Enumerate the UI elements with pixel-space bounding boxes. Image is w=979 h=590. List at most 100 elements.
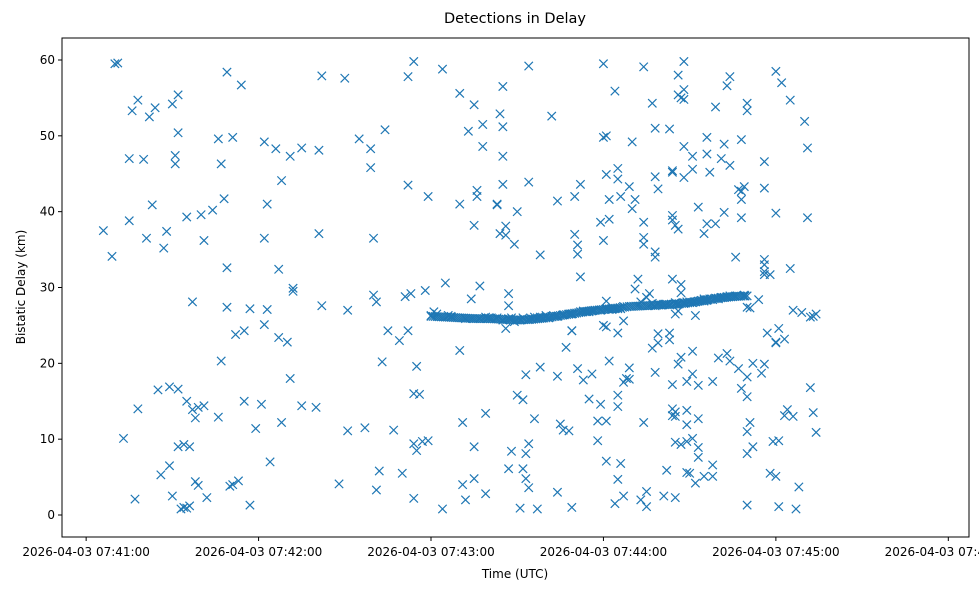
detection-point — [673, 359, 683, 369]
track-point — [740, 291, 750, 301]
detection-point — [360, 423, 370, 433]
detection-point — [138, 154, 149, 164]
detection-point — [774, 436, 784, 446]
detection-point — [251, 423, 261, 434]
x-axis-ticks: 2026-04-03 07:41:00 2026-04-03 07:42:00 20… — [22, 537, 979, 559]
detection-point — [498, 122, 508, 132]
detection-point — [739, 182, 749, 192]
detection-point — [785, 263, 795, 274]
detection-point — [317, 301, 327, 311]
detection-point — [199, 401, 209, 411]
detection-point — [547, 111, 557, 121]
detection-point — [334, 479, 344, 489]
detection-point — [271, 144, 281, 154]
detection-point — [693, 414, 703, 424]
detection-point — [811, 427, 821, 437]
detection-point — [639, 232, 649, 243]
chart-title: Detections in Delay — [444, 11, 586, 27]
detection-point — [693, 452, 703, 462]
detection-point — [371, 297, 382, 307]
detection-point — [725, 356, 735, 366]
detection-point — [702, 132, 712, 142]
detection-point — [368, 233, 379, 243]
detection-point — [765, 269, 775, 280]
detection-point — [236, 80, 246, 90]
detection-point — [745, 303, 755, 313]
detection-point — [495, 109, 505, 119]
detection-point — [650, 172, 660, 182]
detection-point — [682, 420, 692, 430]
detection-point — [164, 461, 175, 471]
detection-point — [469, 220, 479, 230]
detection-point — [501, 230, 511, 240]
detection-point — [503, 301, 514, 311]
detection-point — [503, 464, 514, 474]
detection-point — [805, 382, 815, 393]
detection-point — [616, 191, 626, 202]
detection-point — [285, 373, 295, 384]
y-tick-label: 40 — [40, 205, 55, 219]
detection-point — [182, 396, 192, 406]
detection-point — [233, 476, 244, 486]
detection-point — [406, 288, 416, 299]
detection-point — [552, 196, 563, 206]
x-tick-label: 2026-04-03 07:42:00 — [195, 545, 322, 559]
detection-point — [314, 145, 324, 155]
detection-point — [414, 389, 425, 400]
detection-point — [624, 363, 634, 373]
detection-point — [245, 500, 255, 510]
detection-point — [118, 433, 129, 444]
detection-point — [156, 470, 166, 480]
detection-point — [690, 478, 701, 488]
detection-point — [184, 442, 195, 452]
detection-point — [748, 358, 758, 368]
detection-point — [207, 205, 218, 215]
detection-point — [472, 185, 482, 196]
detection-point — [127, 106, 137, 116]
detection-point — [173, 442, 183, 452]
detection-point — [199, 235, 209, 246]
detection-point — [213, 134, 223, 144]
detection-point — [687, 164, 698, 174]
detection-point — [593, 416, 603, 426]
detection-point — [144, 112, 154, 122]
detection-point — [555, 419, 565, 429]
detection-point — [133, 404, 143, 414]
y-tick-label: 30 — [40, 281, 55, 295]
detection-point — [130, 494, 140, 504]
detection-point — [682, 376, 692, 387]
detection-point — [501, 221, 511, 231]
detection-point — [794, 482, 804, 492]
detection-point — [725, 72, 735, 82]
detection-point — [802, 143, 813, 153]
detection-point — [463, 126, 473, 136]
detection-point — [601, 416, 611, 426]
detection-point — [282, 337, 292, 347]
detection-point — [598, 59, 609, 69]
detection-point — [228, 132, 238, 142]
detection-point — [170, 150, 180, 161]
detection-point — [710, 219, 721, 229]
detection-point — [113, 58, 123, 68]
detection-point — [788, 411, 798, 422]
detection-point — [604, 214, 614, 224]
detection-point — [564, 426, 574, 436]
detection-point — [222, 67, 232, 77]
detection-point — [478, 119, 488, 130]
detection-point — [595, 399, 606, 409]
detection-point — [593, 436, 603, 446]
detection-point — [262, 304, 272, 315]
plot-area — [61, 37, 970, 538]
detection-point — [515, 503, 525, 513]
detection-point — [621, 373, 632, 384]
detection-point — [498, 179, 508, 189]
detection-point — [173, 128, 183, 138]
detection-point — [521, 473, 531, 484]
detection-point — [110, 59, 120, 69]
detection-point — [245, 304, 255, 314]
detection-point — [670, 492, 680, 503]
detection-point — [225, 481, 235, 491]
detection-point — [239, 326, 249, 336]
detection-point — [440, 278, 451, 288]
detection-point — [173, 90, 183, 100]
